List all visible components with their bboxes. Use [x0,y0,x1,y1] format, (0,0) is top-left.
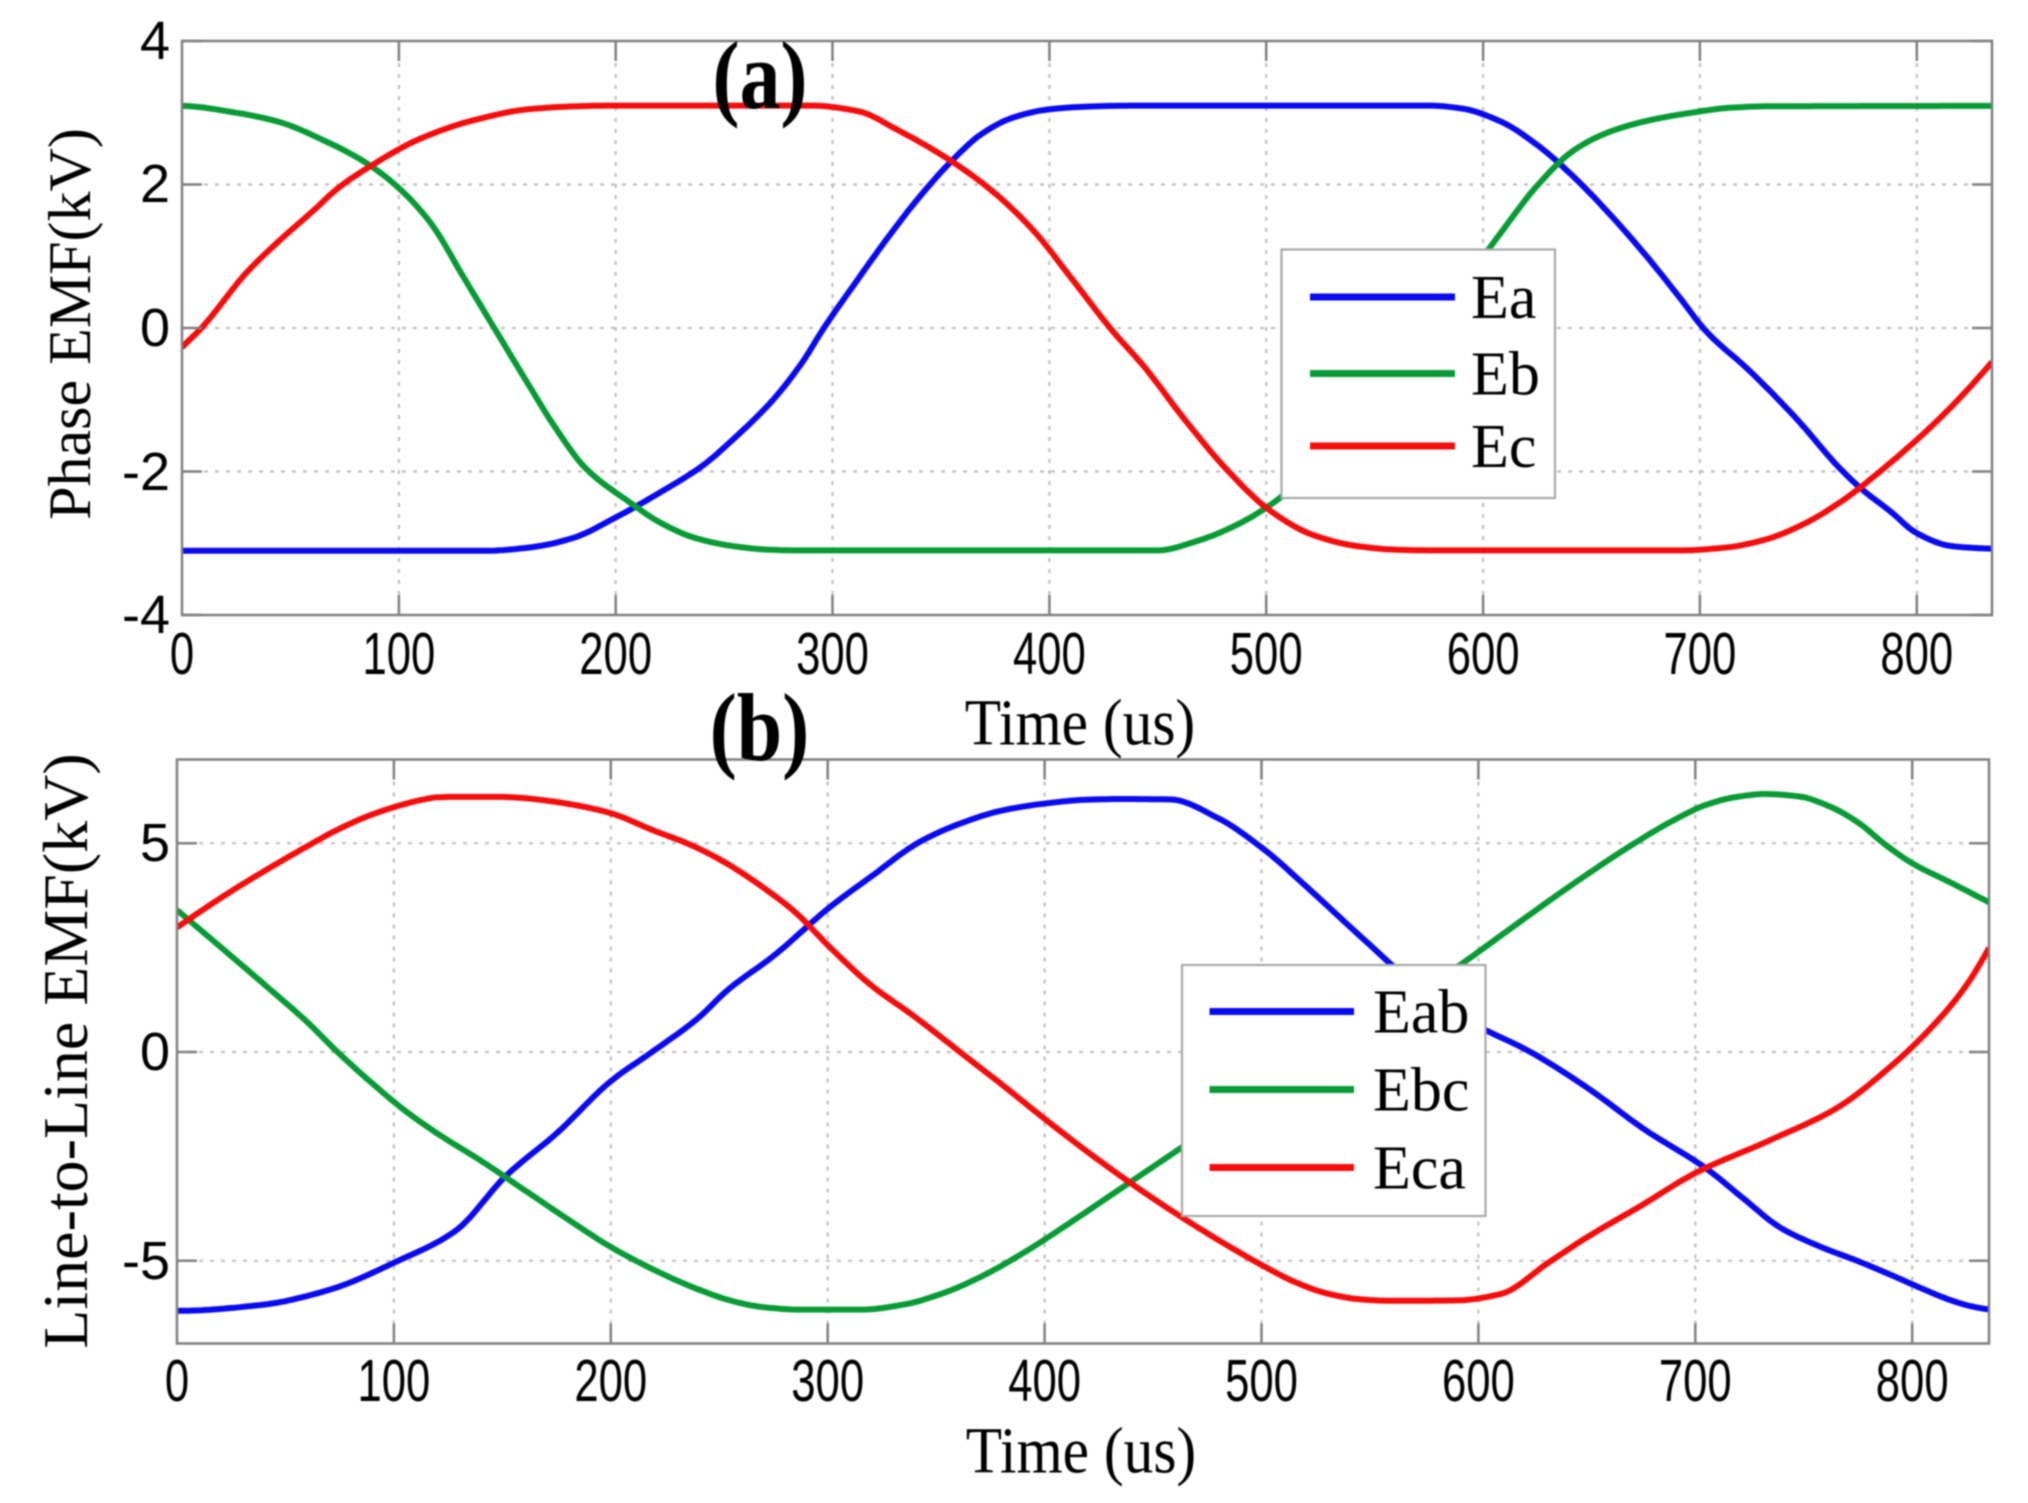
svg-text:-4: -4 [122,585,170,645]
svg-text:(a): (a) [712,24,807,130]
svg-text:0: 0 [140,1022,170,1082]
svg-text:0: 0 [170,621,194,687]
svg-text:Phase EMF(kV): Phase EMF(kV) [37,128,103,520]
svg-text:800: 800 [1880,621,1953,687]
svg-text:700: 700 [1663,621,1736,687]
svg-text:800: 800 [1876,1348,1949,1414]
svg-text:(b): (b) [710,676,810,782]
svg-text:Line-to-Line EMF(kV): Line-to-Line EMF(kV) [30,753,101,1348]
svg-text:Ebc: Ebc [1373,1057,1469,1125]
svg-text:-2: -2 [122,442,170,502]
svg-text:Eca: Eca [1373,1135,1466,1203]
svg-text:500: 500 [1230,621,1303,687]
svg-text:100: 100 [357,1348,430,1414]
svg-text:500: 500 [1225,1348,1298,1414]
svg-text:Time (us): Time (us) [965,686,1195,760]
svg-text:Eb: Eb [1471,341,1540,409]
svg-text:4: 4 [140,11,170,71]
svg-text:200: 200 [574,1348,647,1414]
svg-text:0: 0 [165,1348,189,1414]
svg-text:300: 300 [796,621,869,687]
svg-text:Ec: Ec [1471,413,1536,481]
svg-text:200: 200 [579,621,652,687]
svg-text:Eab: Eab [1373,979,1469,1047]
svg-text:5: 5 [140,813,170,873]
svg-text:-5: -5 [122,1231,170,1291]
svg-text:2: 2 [140,154,170,214]
svg-text:300: 300 [791,1348,864,1414]
svg-text:700: 700 [1659,1348,1732,1414]
svg-text:400: 400 [1013,621,1086,687]
svg-text:100: 100 [362,621,435,687]
svg-text:600: 600 [1442,1348,1515,1414]
svg-text:Time (us): Time (us) [966,1414,1196,1488]
svg-text:Ea: Ea [1471,264,1536,332]
svg-text:0: 0 [140,298,170,358]
svg-text:600: 600 [1447,621,1520,687]
svg-text:400: 400 [1008,1348,1081,1414]
